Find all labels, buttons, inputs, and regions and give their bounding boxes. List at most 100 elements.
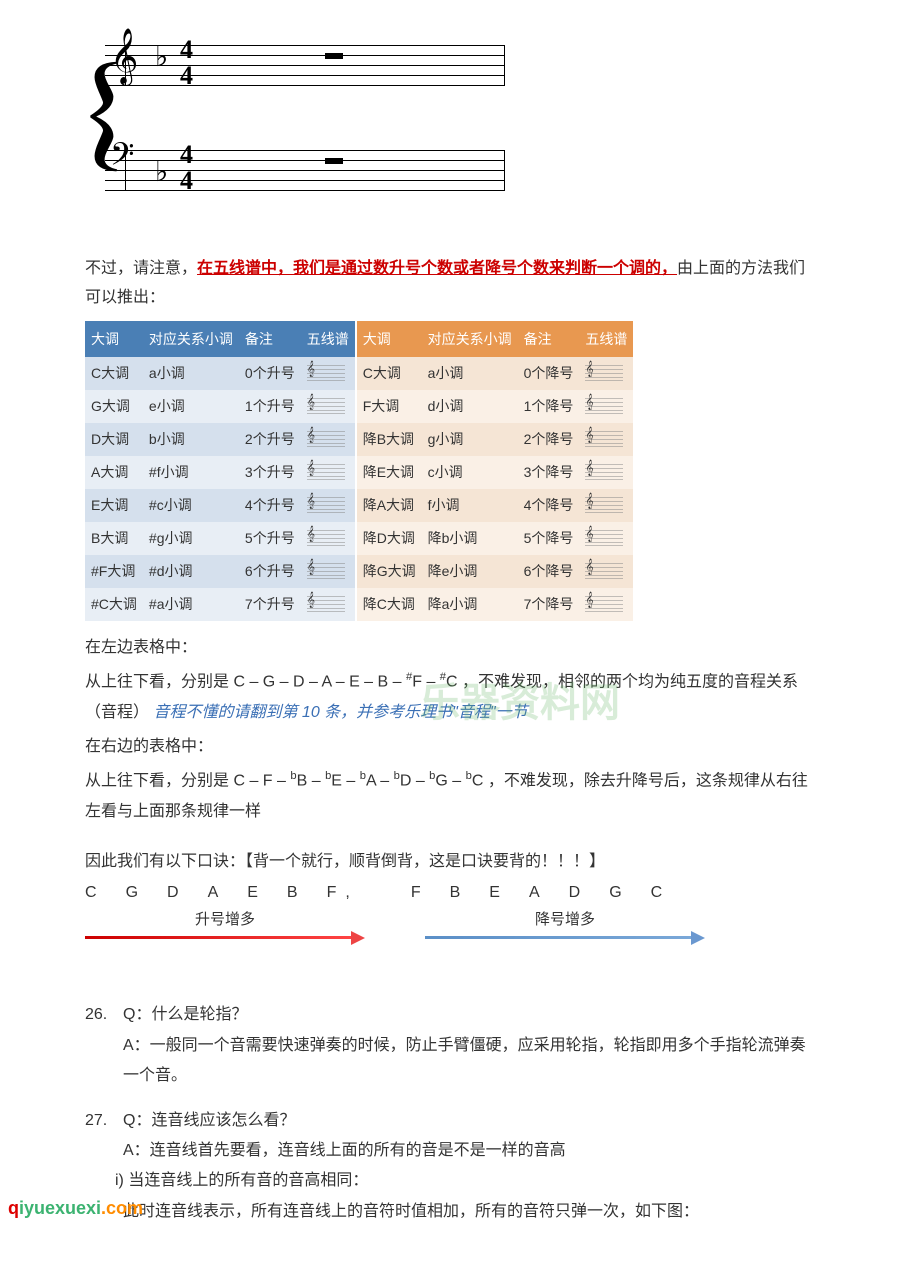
table-cell: 1个升号: [239, 390, 301, 423]
qa-number: 26.: [85, 1000, 123, 1030]
table-header: 五线谱: [579, 321, 633, 357]
flats-arrow-block: 降号增多: [425, 908, 705, 945]
mini-staff-cell: [301, 357, 355, 390]
explain-right-title: 在右边的表格中：: [85, 732, 821, 762]
table-cell: 降B大调: [357, 423, 422, 456]
mini-staff-cell: [301, 555, 355, 588]
table-cell: #c小调: [143, 489, 239, 522]
mnemonic-intro: 因此我们有以下口诀：【背一个就行，顺背倒背，这是口诀要背的！！！】: [85, 848, 821, 877]
explain-left-title: 在左边表格中：: [85, 633, 821, 663]
brace-symbol: 𝄔: [85, 40, 100, 200]
table-cell: 4个降号: [518, 489, 580, 522]
table-row: D大调b小调2个升号: [85, 423, 355, 456]
sharps-arrow-block: 升号增多: [85, 908, 365, 945]
red-arrow-icon: [85, 931, 365, 945]
mini-staff-icon: [307, 528, 345, 546]
mini-staff-cell: [301, 390, 355, 423]
mnemonic-letter: G: [126, 884, 139, 902]
mini-staff-icon: [307, 594, 345, 612]
table-cell: a小调: [422, 357, 518, 390]
mini-staff-cell: [579, 456, 633, 489]
mini-staff-icon: [585, 495, 623, 513]
table-cell: 降A大调: [357, 489, 422, 522]
qa-subitem-body: 此时连音线表示，所有连音线上的音符时值相加，所有的音符只弹一次，如下图：: [85, 1197, 821, 1227]
table-cell: #F大调: [85, 555, 143, 588]
explain-left-body: 从上往下看，分别是 C – G – D – A – E – B – #F – #…: [85, 667, 821, 728]
table-cell: G大调: [85, 390, 143, 423]
mini-staff-icon: [585, 363, 623, 381]
table-row: 降E大调c小调3个降号: [357, 456, 634, 489]
mnemonic-letter: F: [327, 884, 338, 902]
mini-staff-icon: [307, 561, 345, 579]
sharps-table: 大调对应关系小调备注五线谱 C大调a小调0个升号G大调e小调1个升号D大调b小调…: [85, 321, 355, 621]
mini-staff-icon: [585, 594, 623, 612]
table-row: #C大调#a小调7个升号: [85, 588, 355, 621]
mini-staff-icon: [307, 396, 345, 414]
mini-staff-icon: [585, 528, 623, 546]
table-header: 对应关系小调: [143, 321, 239, 357]
bass-staff: 𝄢 ♭ 4 4: [105, 150, 505, 190]
table-header: 大调: [357, 321, 422, 357]
table-header: 对应关系小调: [422, 321, 518, 357]
table-cell: 降G大调: [357, 555, 422, 588]
mini-staff-cell: [579, 522, 633, 555]
bass-clef-icon: 𝄢: [110, 140, 134, 178]
mini-staff-cell: [579, 489, 633, 522]
music-notation-figure: 𝄔 𝄞 ♭ 4 4: [85, 30, 505, 230]
flat-accidental: ♭: [155, 40, 168, 73]
qa-answer: A：连音线首先要看，连音线上面的所有的音是不是一样的音高: [85, 1136, 821, 1166]
qa-item-27: 27.Q：连音线应该怎么看？ A：连音线首先要看，连音线上面的所有的音是不是一样…: [85, 1106, 821, 1228]
table-cell: e小调: [143, 390, 239, 423]
table-cell: 6个升号: [239, 555, 301, 588]
table-cell: 2个降号: [518, 423, 580, 456]
table-cell: 2个升号: [239, 423, 301, 456]
whole-rest: [325, 53, 343, 59]
mnemonic-letter: A: [208, 884, 220, 902]
table-cell: 降a小调: [422, 588, 518, 621]
mini-staff-cell: [301, 423, 355, 456]
table-cell: D大调: [85, 423, 143, 456]
mnemonic-letter: B: [450, 884, 462, 902]
table-cell: F大调: [357, 390, 422, 423]
table-cell: 7个升号: [239, 588, 301, 621]
mnemonic-sharps-letters: CGDAEBF,: [85, 884, 351, 902]
table-row: 降G大调降e小调6个降号: [357, 555, 634, 588]
table-row: C大调a小调0个降号: [357, 357, 634, 390]
mini-staff-cell: [579, 588, 633, 621]
time-signature: 4 4: [180, 142, 193, 194]
table-cell: 降b小调: [422, 522, 518, 555]
mini-staff-icon: [585, 561, 623, 579]
mini-staff-cell: [301, 489, 355, 522]
blue-note: 音程不懂的请翻到第 10 条，并参考乐理书"音程"一节: [153, 704, 527, 721]
table-cell: d小调: [422, 390, 518, 423]
mnemonic-letter: C: [85, 884, 98, 902]
table-cell: #a小调: [143, 588, 239, 621]
mini-staff-icon: [307, 429, 345, 447]
table-header: 大调: [85, 321, 143, 357]
table-cell: b小调: [143, 423, 239, 456]
table-cell: 5个降号: [518, 522, 580, 555]
table-cell: a小调: [143, 357, 239, 390]
table-cell: #C大调: [85, 588, 143, 621]
table-cell: 0个升号: [239, 357, 301, 390]
document-page: 𝄔 𝄞 ♭ 4 4: [0, 30, 906, 1227]
explain-right-body: 从上往下看，分别是 C – F – bB – bE – bA – bD – bG…: [85, 766, 821, 827]
mnemonic-letter: B: [287, 884, 299, 902]
qa-question: Q：连音线应该怎么看？: [123, 1106, 295, 1136]
table-row: E大调#c小调4个升号: [85, 489, 355, 522]
mini-staff-cell: [579, 390, 633, 423]
table-cell: A大调: [85, 456, 143, 489]
table-cell: 降e小调: [422, 555, 518, 588]
qa-question: Q：什么是轮指？: [123, 1000, 247, 1030]
table-row: C大调a小调0个升号: [85, 357, 355, 390]
table-header: 备注: [518, 321, 580, 357]
mnemonic-letter: E: [489, 884, 501, 902]
table-cell: 1个降号: [518, 390, 580, 423]
time-signature: 4 4: [180, 37, 193, 89]
mini-staff-icon: [307, 495, 345, 513]
table-cell: B大调: [85, 522, 143, 555]
mini-staff-cell: [301, 522, 355, 555]
mnemonic-letter: D: [167, 884, 180, 902]
table-cell: C大调: [85, 357, 143, 390]
flats-table: 大调对应关系小调备注五线谱 C大调a小调0个降号F大调d小调1个降号降B大调g小…: [357, 321, 634, 621]
